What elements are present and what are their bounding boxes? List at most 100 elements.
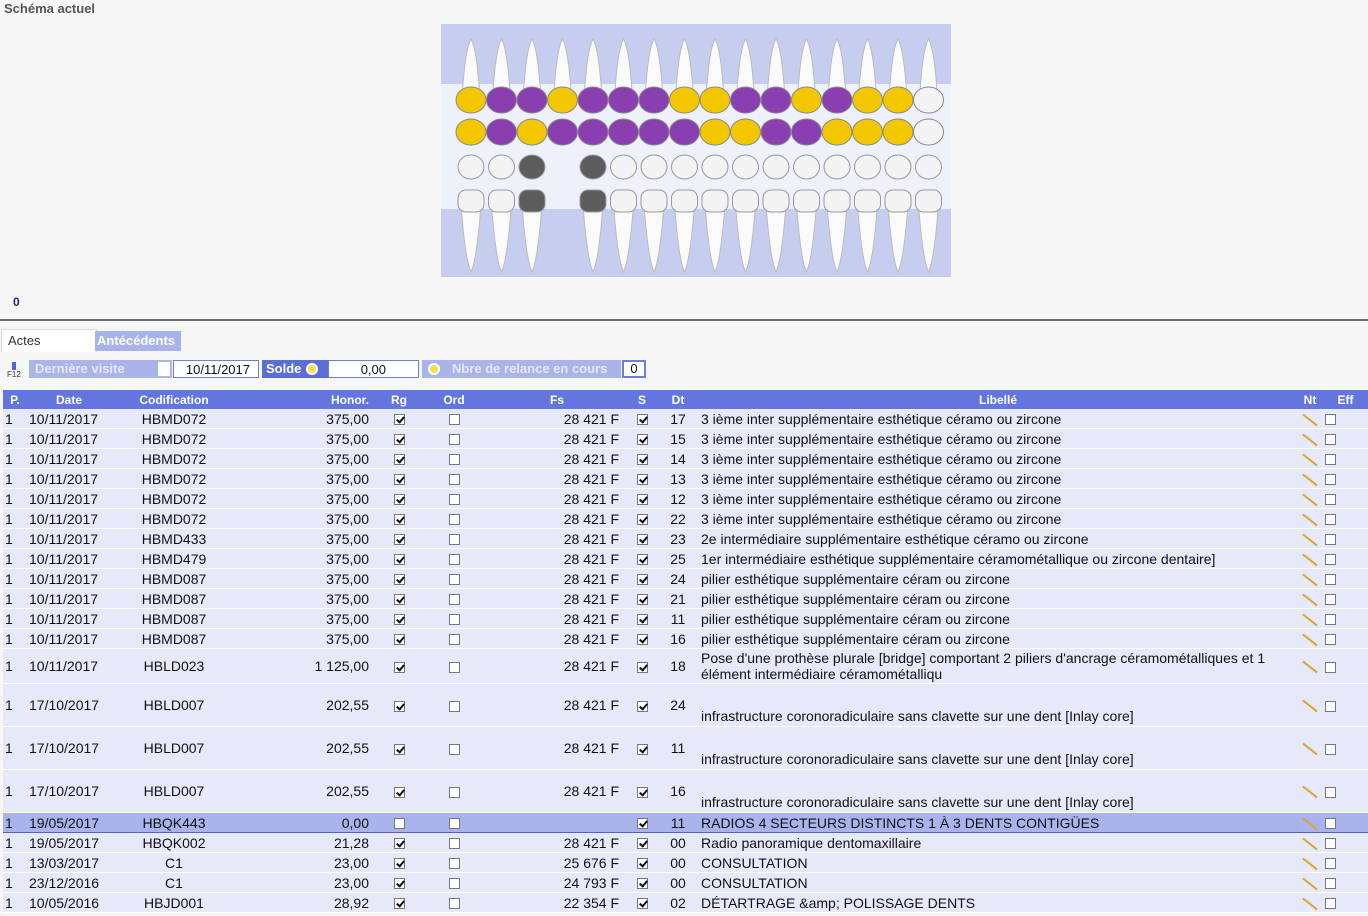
act-row[interactable]: 1 10/11/2017 HBMD087 375,00 28 421 F 24 pilier… (3, 568, 1368, 589)
checkbox[interactable] (448, 574, 460, 586)
checkbox[interactable] (393, 554, 405, 566)
checkbox[interactable] (1325, 743, 1336, 755)
checkbox[interactable] (1325, 494, 1336, 506)
checkbox[interactable] (448, 614, 460, 626)
checkbox[interactable] (448, 554, 460, 566)
act-row[interactable]: 1 10/11/2017 HBMD087 375,00 28 421 F 11 pilier… (3, 608, 1368, 629)
act-row[interactable]: 1 10/11/2017 HBMD072 375,00 28 421 F 14 3 ième… (3, 448, 1368, 469)
act-row[interactable]: 1 19/05/2017 HBQK443 0,00 11 RADIOS 4 SECTEUR… (3, 812, 1368, 833)
checkbox[interactable] (393, 534, 405, 546)
note-icon[interactable] (1302, 897, 1318, 911)
act-row[interactable]: 1 17/10/2017 HBLD007 202,55 28 421 F 24 infra… (3, 683, 1368, 727)
act-row[interactable]: 1 13/03/2017 C1 23,00 25 676 F 00 CONSULTATION (3, 852, 1368, 873)
checkbox[interactable] (393, 594, 405, 606)
checkbox[interactable] (636, 818, 648, 830)
act-row[interactable]: 1 10/11/2017 HBMD072 375,00 28 421 F 13 3 ième… (3, 468, 1368, 489)
checkbox[interactable] (636, 661, 648, 673)
checkbox[interactable] (636, 786, 648, 798)
act-row[interactable]: 1 10/11/2017 HBMD072 375,00 28 421 F 22 3 ième… (3, 508, 1368, 529)
act-row[interactable]: 1 10/05/2016 HBJD001 28,92 22 354 F 02 DÉTARTR… (3, 892, 1368, 913)
note-icon[interactable] (1302, 742, 1318, 756)
checkbox[interactable] (448, 434, 460, 446)
checkbox[interactable] (448, 474, 460, 486)
checkbox[interactable] (636, 414, 648, 426)
checkbox[interactable] (1325, 474, 1336, 486)
checkbox[interactable] (1325, 858, 1336, 870)
checkbox[interactable] (393, 514, 405, 526)
checkbox[interactable] (1325, 434, 1336, 446)
note-icon[interactable] (1302, 453, 1318, 467)
checkbox[interactable] (636, 434, 648, 446)
note-icon[interactable] (1302, 660, 1318, 674)
note-icon[interactable] (1302, 573, 1318, 587)
checkbox[interactable] (393, 786, 405, 798)
checkbox[interactable] (1325, 898, 1336, 910)
act-row[interactable]: 1 17/10/2017 HBLD007 202,55 28 421 F 11 infra… (3, 726, 1368, 770)
note-icon[interactable] (1302, 877, 1318, 891)
note-icon[interactable] (1302, 817, 1318, 831)
checkbox[interactable] (636, 634, 648, 646)
checkbox[interactable] (393, 858, 405, 870)
checkbox[interactable] (448, 786, 460, 798)
checkbox[interactable] (1325, 554, 1336, 566)
checkbox[interactable] (636, 454, 648, 466)
checkbox[interactable] (1325, 838, 1336, 850)
note-icon[interactable] (1302, 593, 1318, 607)
checkbox[interactable] (393, 574, 405, 586)
act-row[interactable]: 1 10/11/2017 HBMD072 375,00 28 421 F 15 3 ième… (3, 428, 1368, 449)
checkbox[interactable] (636, 878, 648, 890)
note-icon[interactable] (1302, 493, 1318, 507)
checkbox[interactable] (448, 494, 460, 506)
checkbox[interactable] (1325, 878, 1336, 890)
checkbox[interactable] (636, 614, 648, 626)
checkbox[interactable] (1325, 614, 1336, 626)
act-row[interactable]: 1 10/11/2017 HBMD479 375,00 28 421 F 25 1er i… (3, 548, 1368, 569)
checkbox[interactable] (448, 594, 460, 606)
note-icon[interactable] (1302, 857, 1318, 871)
checkbox[interactable] (1325, 661, 1336, 673)
note-icon[interactable] (1302, 513, 1318, 527)
act-row[interactable]: 1 10/11/2017 HBMD433 375,00 28 421 F 23 2e in… (3, 528, 1368, 549)
checkbox[interactable] (1325, 634, 1336, 646)
checkbox[interactable] (1325, 534, 1336, 546)
note-icon[interactable] (1302, 837, 1318, 851)
checkbox[interactable] (636, 743, 648, 755)
note-icon[interactable] (1302, 613, 1318, 627)
checkbox[interactable] (448, 878, 460, 890)
checkbox[interactable] (1325, 414, 1336, 426)
checkbox[interactable] (448, 514, 460, 526)
checkbox[interactable] (393, 818, 405, 830)
checkbox[interactable] (393, 494, 405, 506)
act-row[interactable]: 1 23/12/2016 C1 23,00 24 793 F 00 CONSULTATION (3, 872, 1368, 893)
note-icon[interactable] (1302, 553, 1318, 567)
checkbox[interactable] (1325, 700, 1336, 712)
checkbox[interactable] (448, 454, 460, 466)
checkbox[interactable] (393, 414, 405, 426)
note-icon[interactable] (1302, 633, 1318, 647)
checkbox[interactable] (636, 838, 648, 850)
act-row[interactable]: 1 10/11/2017 HBLD023 1 125,00 28 421 F 18 Pose… (3, 648, 1368, 684)
checkbox[interactable] (1325, 514, 1336, 526)
checkbox[interactable] (636, 554, 648, 566)
checkbox[interactable] (1325, 594, 1336, 606)
checkbox[interactable] (393, 898, 405, 910)
checkbox[interactable] (448, 634, 460, 646)
act-row[interactable]: 1 10/11/2017 HBMD087 375,00 28 421 F 21 pilier… (3, 588, 1368, 609)
note-icon[interactable] (1302, 473, 1318, 487)
checkbox[interactable] (448, 743, 460, 755)
checkbox[interactable] (636, 898, 648, 910)
act-row[interactable]: 1 17/10/2017 HBLD007 202,55 28 421 F 16 infra… (3, 769, 1368, 813)
checkbox[interactable] (393, 838, 405, 850)
checkbox[interactable] (393, 454, 405, 466)
checkbox[interactable] (1325, 454, 1336, 466)
checkbox[interactable] (636, 494, 648, 506)
checkbox[interactable] (448, 858, 460, 870)
checkbox[interactable] (448, 898, 460, 910)
note-icon[interactable] (1302, 413, 1318, 427)
checkbox[interactable] (636, 594, 648, 606)
checkbox[interactable] (636, 514, 648, 526)
checkbox[interactable] (636, 534, 648, 546)
checkbox[interactable] (1325, 786, 1336, 798)
checkbox[interactable] (393, 743, 405, 755)
note-icon[interactable] (1302, 433, 1318, 447)
